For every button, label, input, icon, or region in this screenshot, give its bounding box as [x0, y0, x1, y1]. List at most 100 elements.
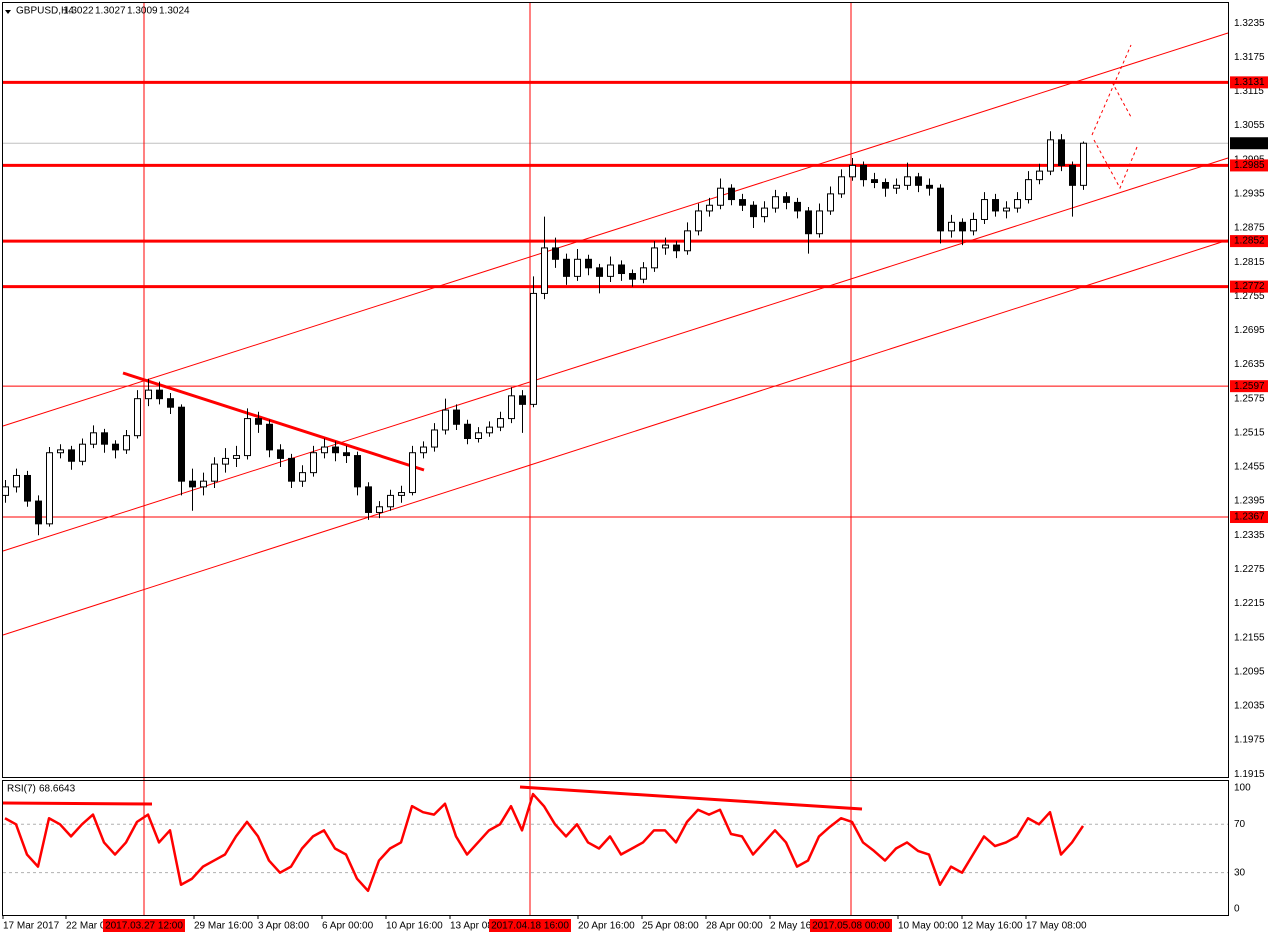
candle-body — [178, 406, 185, 482]
rsi-tick-label: 100 — [1234, 783, 1251, 794]
channel-line — [2, 157, 1229, 552]
candle-body — [244, 418, 251, 457]
channel-line — [2, 239, 1229, 636]
candle-body — [783, 196, 790, 203]
candle-body — [453, 409, 460, 425]
grid-layer: 1.32351.31751.31151.30551.29951.29351.28… — [3, 18, 1265, 915]
level-label: 1.2772 — [1234, 281, 1265, 292]
y-tick-label: 1.1915 — [1234, 769, 1265, 780]
x-tick-label: 25 Apr 08:00 — [642, 921, 699, 932]
current-price-bg — [1230, 137, 1268, 150]
candle-body — [552, 247, 559, 260]
rsi-value: 68.6643 — [39, 784, 76, 795]
candle-body — [860, 164, 867, 181]
candle-body — [255, 418, 262, 425]
candle-body — [915, 176, 922, 186]
x-tick-label: 22 Mar 08:00 — [66, 921, 125, 932]
candle-body — [354, 455, 361, 488]
candle-body — [365, 486, 372, 513]
candle-body — [640, 267, 647, 280]
candle-body — [1014, 199, 1021, 209]
candle-body — [200, 480, 207, 488]
level-label-bg — [1230, 511, 1268, 524]
y-tick-label: 1.2515 — [1234, 427, 1265, 438]
menu-triangle[interactable] — [5, 10, 11, 14]
candle-body — [387, 494, 394, 508]
labels-layer: 1.3131 1.2985 1.2852 1.2772 1.2597 1.2367 1.30… — [2, 76, 1268, 932]
y-tick-label: 1.2335 — [1234, 530, 1265, 541]
x-tick-label: 17 Mar 2017 — [3, 921, 60, 932]
candle-body — [816, 210, 823, 235]
candle-body — [563, 258, 570, 277]
level-label: 1.2985 — [1234, 160, 1265, 171]
candle-body — [607, 264, 614, 277]
level-label-bg — [1230, 159, 1268, 172]
candle-body — [486, 426, 493, 434]
candle-body — [420, 446, 427, 454]
candle-body — [299, 472, 306, 482]
candle-body — [343, 452, 350, 457]
candle-body — [409, 452, 416, 494]
candle-body — [442, 409, 449, 431]
open-price: 1.3022 — [63, 6, 94, 17]
candle-body — [13, 474, 20, 488]
cursor-label-bg — [103, 919, 185, 932]
candle-body — [464, 423, 471, 440]
candle-body — [24, 474, 31, 502]
level-label: 1.2367 — [1234, 512, 1265, 523]
candle-body — [431, 429, 438, 448]
candle-body — [1080, 142, 1087, 186]
y-tick-label: 1.2455 — [1234, 462, 1265, 473]
candle-body — [79, 443, 86, 462]
rsi-tick-label: 0 — [1234, 904, 1240, 915]
candle-body — [189, 480, 196, 488]
candle-body — [574, 258, 581, 277]
candle-body — [585, 258, 592, 269]
candle-body — [266, 423, 273, 451]
rsi-name: RSI(7) — [7, 784, 36, 795]
y-tick-label: 1.2215 — [1234, 598, 1265, 609]
candle-body — [618, 264, 625, 275]
candle-body — [508, 395, 515, 420]
candle-body — [398, 492, 405, 496]
candle-body — [497, 418, 504, 428]
low-price: 1.3009 — [127, 6, 158, 17]
y-tick-label: 1.2815 — [1234, 257, 1265, 268]
candle-body — [1069, 164, 1076, 186]
candle-body — [112, 443, 119, 451]
candle-body — [827, 193, 834, 212]
y-tick-label: 1.2275 — [1234, 564, 1265, 575]
candle-body — [926, 184, 933, 189]
level-label: 1.3131 — [1234, 77, 1265, 88]
candle-body — [1036, 170, 1043, 181]
x-tick-label: 12 May 16:00 — [962, 921, 1023, 932]
candle-body — [673, 244, 680, 252]
rsi-panel-frame — [2, 780, 1229, 916]
candle-body — [629, 273, 636, 280]
y-tick-label: 1.2395 — [1234, 496, 1265, 507]
level-label-bg — [1230, 380, 1268, 393]
candle-body — [959, 221, 966, 232]
candle-body — [211, 463, 218, 482]
cursor-label: 2017.05.08 00:00 — [812, 921, 890, 932]
y-tick-label: 1.2755 — [1234, 291, 1265, 302]
candle-body — [684, 230, 691, 252]
cursor-label-bg — [489, 919, 571, 932]
candle-body — [651, 247, 658, 269]
candle-body — [662, 244, 669, 249]
y-tick-label: 1.2155 — [1234, 632, 1265, 643]
level-label-bg — [1230, 280, 1268, 293]
x-tick-label: 17 May 08:00 — [1026, 921, 1087, 932]
candle-body — [948, 221, 955, 232]
trend-line — [122, 371, 425, 472]
current-price-label: 1.3024 — [1234, 138, 1265, 149]
candle-body — [519, 395, 526, 405]
candle-body — [145, 389, 152, 400]
candle-body — [904, 176, 911, 186]
candle-body — [46, 452, 53, 525]
candle-body — [596, 267, 603, 277]
candle-body — [1025, 179, 1032, 201]
candle-body — [1047, 139, 1054, 172]
y-tick-label: 1.3055 — [1234, 120, 1265, 131]
